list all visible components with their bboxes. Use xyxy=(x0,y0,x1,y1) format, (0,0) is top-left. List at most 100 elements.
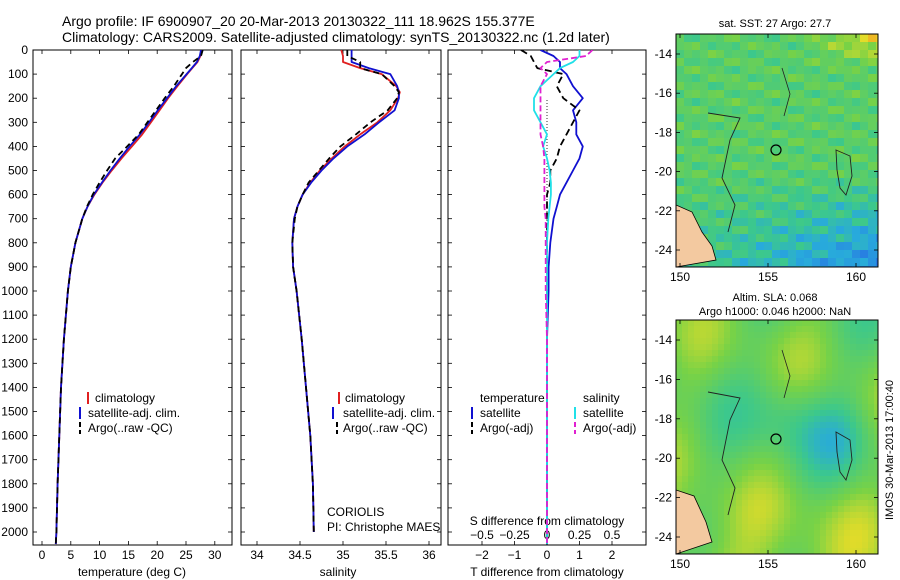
map-cell xyxy=(784,392,791,399)
climatology-line xyxy=(54,50,203,545)
map-cell xyxy=(850,374,857,381)
map-cell xyxy=(804,154,813,163)
map-cell xyxy=(868,500,875,507)
map-cell xyxy=(838,434,845,441)
map-cell xyxy=(832,482,839,489)
map-cell xyxy=(808,464,815,471)
map-cell xyxy=(700,154,709,163)
map-cell xyxy=(772,410,779,417)
map-cell xyxy=(676,98,685,107)
map-cell xyxy=(788,202,797,211)
map-cell xyxy=(850,350,857,357)
map-cell xyxy=(796,258,805,267)
map-cell xyxy=(748,326,755,333)
map-cell xyxy=(844,422,851,429)
map-cell xyxy=(694,494,701,501)
map-cell xyxy=(732,66,741,75)
map-cell xyxy=(712,446,719,453)
map-cell xyxy=(764,106,773,115)
depth-axis: 0100200300400500600700800900100011001200… xyxy=(1,43,646,539)
map-cell xyxy=(796,218,805,227)
map-cell xyxy=(700,380,707,387)
map-cell xyxy=(708,34,717,43)
map-cell xyxy=(856,398,863,405)
x-tick-label: 25 xyxy=(179,548,193,562)
map-cell xyxy=(850,338,857,345)
map-cell xyxy=(718,446,725,453)
map-cell xyxy=(788,186,797,195)
map-cell xyxy=(780,186,789,195)
map-cell xyxy=(772,338,779,345)
map-cell xyxy=(724,542,731,549)
map-cell xyxy=(708,210,717,219)
map-cell xyxy=(820,524,827,531)
map-cell xyxy=(754,320,761,327)
map-cell xyxy=(684,114,693,123)
map-cell xyxy=(754,500,761,507)
map-cell xyxy=(862,386,869,393)
map-cell xyxy=(814,362,821,369)
map-cell xyxy=(724,494,731,501)
map-cell xyxy=(812,82,821,91)
map-cell xyxy=(740,186,749,195)
salinity-xlabel: salinity xyxy=(320,565,357,579)
map-cell xyxy=(862,548,869,554)
map-cell xyxy=(820,380,827,387)
map-cell xyxy=(784,440,791,447)
map-cell xyxy=(860,146,869,155)
map-cell xyxy=(716,138,725,147)
map-cell xyxy=(844,530,851,537)
map-cell xyxy=(780,138,789,147)
map-cell xyxy=(814,500,821,507)
map-cell xyxy=(836,42,845,51)
map-cell xyxy=(804,82,813,91)
map-cell xyxy=(828,106,837,115)
map-cell xyxy=(724,178,733,187)
map-cell xyxy=(828,34,837,43)
map-cell xyxy=(804,58,813,67)
map-cell xyxy=(706,332,713,339)
map-cell xyxy=(860,226,869,235)
map-cell xyxy=(716,202,725,211)
map-cell xyxy=(724,122,733,131)
map-cell xyxy=(788,130,797,139)
map-cell xyxy=(712,356,719,363)
map-cell xyxy=(826,458,833,465)
map-cell xyxy=(808,410,815,417)
map-cell xyxy=(742,320,749,327)
map-cell xyxy=(838,446,845,453)
map-cell xyxy=(828,170,837,179)
map-cell xyxy=(826,518,833,525)
map-cell xyxy=(868,194,877,203)
map-cell xyxy=(684,42,693,51)
map-cell xyxy=(694,386,701,393)
map-cell xyxy=(790,512,797,519)
salinity-legend: climatology satellite-adj. clim. Argo(..… xyxy=(332,391,435,435)
map-cell xyxy=(742,530,749,537)
map-cell xyxy=(754,446,761,453)
map-cell xyxy=(724,154,733,163)
map-cell xyxy=(820,122,829,131)
map-cell xyxy=(796,42,805,51)
map-cell xyxy=(754,326,761,333)
map-cell xyxy=(736,452,743,459)
map-cell xyxy=(742,518,749,525)
difference-legend: temperature satellite Argo(-adj) salinit… xyxy=(471,391,636,435)
map-cell xyxy=(784,428,791,435)
map-cell xyxy=(684,146,693,155)
map-cell xyxy=(836,122,845,131)
map-cell xyxy=(772,202,781,211)
map-cell xyxy=(844,90,853,99)
map-cell xyxy=(844,548,851,554)
map-cell xyxy=(724,404,731,411)
x-tick-label: 1 xyxy=(576,548,583,562)
map-cell xyxy=(820,374,827,381)
map-cell xyxy=(772,350,779,357)
map-cell xyxy=(712,332,719,339)
map-cell xyxy=(682,320,689,327)
map-cell xyxy=(808,476,815,483)
map-cell xyxy=(688,476,695,483)
map-cell xyxy=(850,332,857,339)
map-cell xyxy=(688,374,695,381)
depth-tick-label: 1700 xyxy=(1,453,28,467)
